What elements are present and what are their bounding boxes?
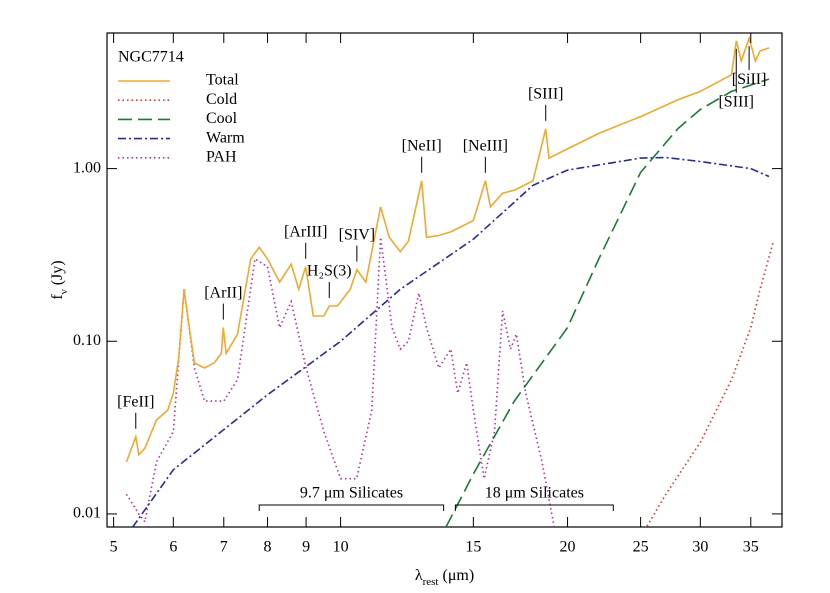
annotation-label: [SIII] bbox=[718, 93, 754, 110]
x-tick-label: 6 bbox=[169, 539, 177, 556]
legend-label: Warm bbox=[206, 129, 245, 146]
annotation-label: [SIII] bbox=[528, 85, 564, 102]
band-bracket bbox=[454, 504, 614, 511]
legend-title: NGC7714 bbox=[118, 49, 184, 66]
series-line bbox=[646, 240, 775, 527]
plot-frame bbox=[106, 32, 783, 528]
x-axis-label-part: rest bbox=[423, 576, 439, 588]
band-label: 9.7 μm Silicates bbox=[300, 485, 403, 502]
legend-label: Cold bbox=[206, 91, 237, 108]
x-axis-label-part: λ bbox=[415, 567, 423, 584]
annotation-label: H₂S(3) bbox=[307, 263, 352, 280]
legend-label: Total bbox=[206, 72, 239, 89]
band-bracket bbox=[258, 504, 445, 511]
y-axis-label-part: ν bbox=[58, 289, 70, 294]
annotation-label: [ArIII] bbox=[284, 223, 328, 240]
x-tick-label: 5 bbox=[110, 539, 118, 556]
y-tick-label: 1.00 bbox=[73, 159, 101, 176]
annotation-label: [ArII] bbox=[204, 284, 242, 301]
band-label: 18 μm Silicates bbox=[485, 485, 584, 502]
y-tick-label: 0.01 bbox=[73, 505, 101, 522]
x-axis-label: λrest (μm) bbox=[415, 567, 474, 588]
series-line bbox=[125, 237, 555, 527]
x-tick-label: 30 bbox=[692, 539, 708, 556]
curves bbox=[125, 35, 775, 527]
y-axis-label-part: f bbox=[49, 294, 66, 300]
annotation-label: [SiII] bbox=[732, 71, 767, 88]
x-tick-label: 8 bbox=[264, 539, 272, 556]
x-tick-label: 9 bbox=[302, 539, 310, 556]
x-axis-label-part: (μm) bbox=[438, 567, 474, 584]
x-tick-label: 15 bbox=[465, 539, 481, 556]
annotation-label: [SIV] bbox=[339, 226, 375, 243]
series-line bbox=[132, 156, 770, 527]
series-line bbox=[445, 78, 770, 527]
x-tick-label: 10 bbox=[333, 539, 349, 556]
x-tick-label: 35 bbox=[743, 539, 759, 556]
y-tick-label: 0.10 bbox=[73, 332, 101, 349]
annotation-label: [NeIII] bbox=[463, 137, 508, 154]
annotation-label: [NeII] bbox=[402, 137, 442, 154]
series-line bbox=[125, 35, 770, 463]
y-axis-label-part: (Jy) bbox=[49, 260, 66, 289]
legend-label: Cool bbox=[206, 110, 238, 127]
x-tick-label: 25 bbox=[633, 539, 649, 556]
y-axis-label: fν (Jy) bbox=[49, 260, 70, 299]
annotation-label: [FeII] bbox=[117, 393, 154, 410]
x-tick-label: 7 bbox=[220, 539, 228, 556]
x-tick-label: 20 bbox=[560, 539, 576, 556]
legend-label: PAH bbox=[206, 148, 237, 165]
